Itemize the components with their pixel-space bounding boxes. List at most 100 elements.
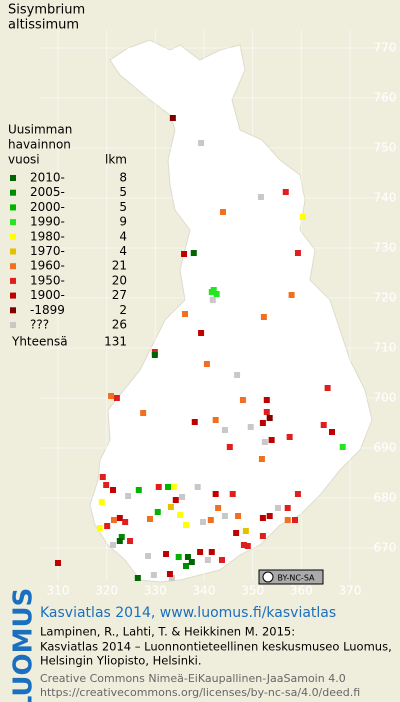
legend-label: 1980- — [30, 229, 65, 243]
observation — [299, 214, 306, 220]
observation — [204, 557, 211, 563]
x-tick-label: 360 — [290, 584, 313, 598]
observation — [233, 530, 240, 536]
legend-label: 1970- — [30, 244, 65, 258]
observation — [98, 499, 105, 505]
observation — [221, 427, 228, 433]
observation — [96, 525, 103, 531]
observation — [240, 542, 247, 548]
observation — [182, 311, 189, 317]
observation — [263, 397, 270, 403]
legend-count: 4 — [119, 244, 127, 258]
observation — [235, 513, 242, 519]
observation — [282, 189, 289, 195]
observation — [324, 385, 331, 391]
y-tick-label: 760 — [374, 91, 397, 105]
legend-count: 4 — [119, 229, 127, 243]
observation — [135, 487, 142, 493]
legend-label: 1950- — [30, 273, 65, 287]
observation — [266, 415, 273, 421]
observation — [151, 352, 158, 358]
legend-label: -1899 — [30, 303, 65, 317]
legend-count: 9 — [119, 215, 127, 229]
observation — [155, 484, 162, 490]
legend-label: 1960- — [30, 259, 65, 273]
y-tick-label: 690 — [374, 441, 397, 455]
title: altissimum — [8, 18, 79, 33]
observation — [167, 504, 174, 510]
observation — [261, 439, 268, 445]
observation — [294, 491, 301, 497]
legend-swatch — [10, 263, 16, 270]
observation — [109, 487, 116, 493]
observation — [320, 422, 327, 428]
license-badge: BY-NC-SA — [258, 569, 324, 585]
observation — [286, 434, 293, 440]
legend-label: 2000- — [30, 200, 65, 214]
observation — [172, 497, 179, 503]
citation: Kasviatlas 2014 – Luonnontieteellinen ke… — [40, 640, 392, 654]
observation — [239, 397, 246, 403]
observation — [234, 372, 241, 378]
observation — [134, 575, 141, 581]
footer-background — [0, 600, 400, 702]
legend-swatch — [10, 292, 16, 299]
legend-heading: Uusimman — [8, 123, 72, 137]
observation — [197, 549, 204, 555]
observation — [150, 572, 157, 578]
observation — [140, 410, 147, 416]
observation — [203, 361, 210, 367]
legend-heading: vuosi — [8, 153, 40, 167]
observation — [182, 563, 189, 569]
observation — [164, 484, 171, 490]
observation — [118, 534, 125, 540]
legend-label: ??? — [30, 318, 49, 332]
observation — [99, 474, 106, 480]
observation — [207, 517, 214, 523]
observation — [109, 542, 116, 548]
observation — [288, 292, 295, 298]
observation — [244, 543, 251, 549]
observation — [182, 522, 189, 528]
observation — [177, 512, 184, 518]
observation — [212, 417, 219, 423]
observation — [127, 538, 134, 544]
observation — [219, 557, 226, 563]
observation — [55, 560, 61, 566]
legend-count: 2 — [119, 303, 127, 317]
observation — [181, 251, 188, 257]
footer-heading: Kasviatlas 2014, www.luomus.fi/kasviatla… — [40, 605, 336, 621]
legend-count: 27 — [112, 288, 127, 302]
observation — [154, 509, 161, 515]
observation — [170, 484, 177, 490]
observation — [116, 515, 123, 521]
legend-label: 2005- — [30, 185, 65, 199]
observation — [116, 538, 123, 544]
legend-swatch — [10, 219, 16, 226]
observation — [145, 553, 152, 559]
observation — [200, 519, 207, 525]
legend: 2010- 8 2005- 5 2000- 5 1990- 9 1980- 4 1970- 4 1960… — [10, 171, 127, 332]
legend-swatch — [10, 322, 16, 328]
x-tick-label: 310 — [47, 584, 70, 598]
x-tick-label: 340 — [193, 584, 216, 598]
legend-heading: havainnon — [8, 138, 71, 152]
license-badge-text: BY-NC-SA — [277, 574, 315, 583]
observation — [191, 419, 198, 425]
observation — [259, 420, 266, 426]
legend-label: 1900- — [30, 288, 65, 302]
observation — [258, 456, 265, 462]
x-tick-label: 370 — [339, 584, 362, 598]
observations — [55, 115, 346, 581]
y-tick-label: 720 — [374, 291, 397, 305]
observation — [274, 505, 281, 511]
y-tick-label: 670 — [374, 541, 397, 555]
legend-heading: lkm — [105, 153, 127, 167]
observation — [219, 209, 226, 215]
y-tick-label: 680 — [374, 491, 397, 505]
observation — [208, 549, 215, 555]
title: Sisymbrium — [8, 3, 85, 18]
legend-swatch — [10, 175, 16, 181]
observation — [169, 115, 176, 121]
